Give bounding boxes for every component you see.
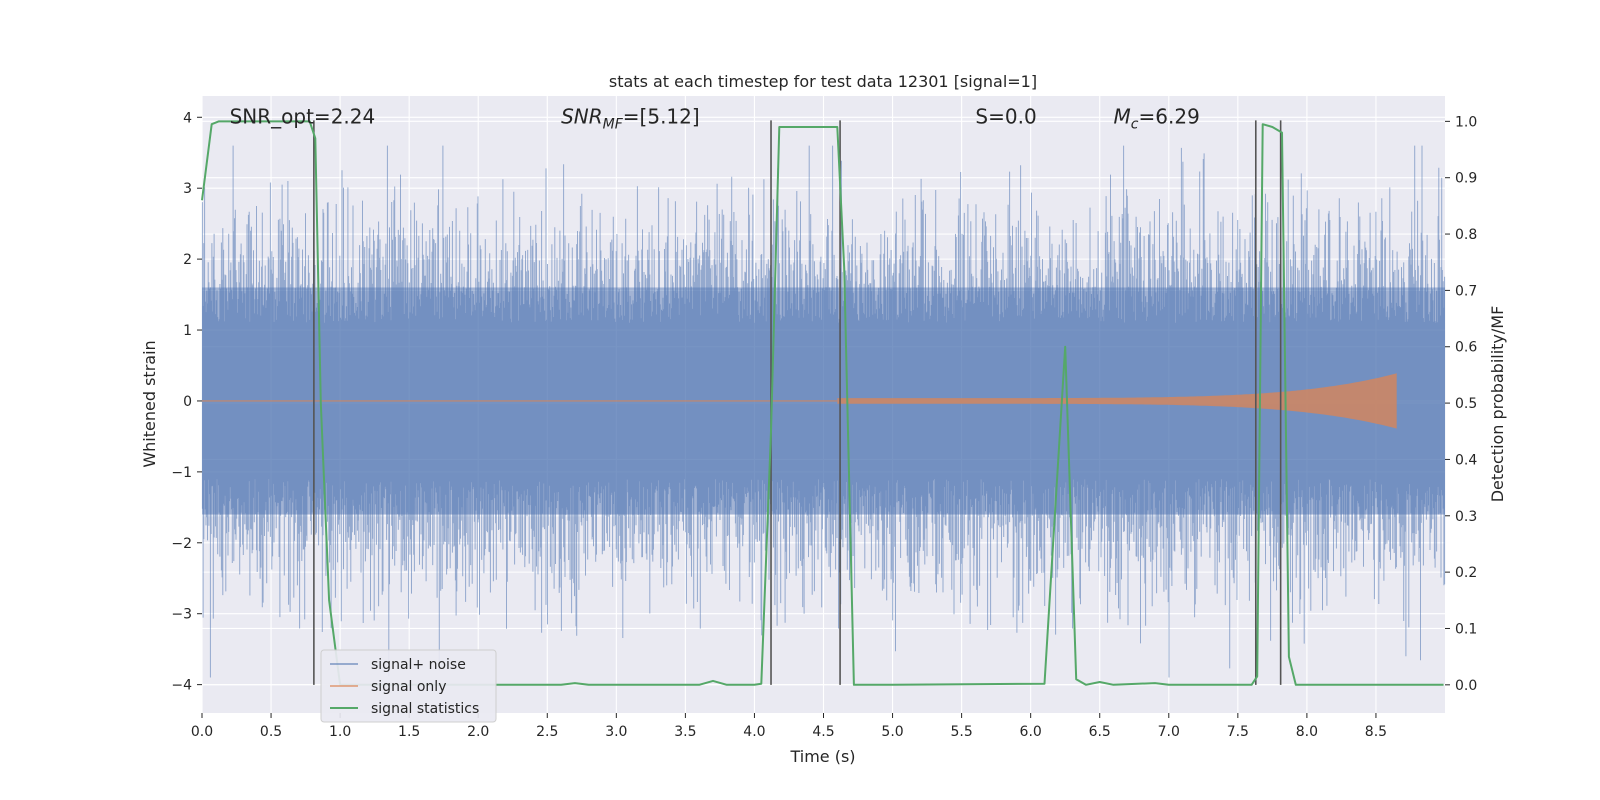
y-right-tick-label: 0.2 (1455, 565, 1477, 581)
annotation-text: Mc=6.29 (1114, 104, 1200, 132)
y-left-tick-label: −3 (171, 607, 192, 623)
x-tick-label: 7.0 (1158, 724, 1180, 740)
x-tick-label: 5.0 (881, 724, 903, 740)
y-left-tick-label: 0 (183, 394, 192, 410)
chart-title: stats at each timestep for test data 123… (609, 72, 1037, 91)
x-tick-label: 3.0 (605, 724, 627, 740)
legend: signal+ noise signal only signal statist… (320, 649, 497, 723)
x-tick-label: 6.5 (1089, 724, 1111, 740)
y-right-tick-label: 0.1 (1455, 621, 1477, 637)
y-left-tick-label: 2 (183, 252, 192, 268)
legend-label-noise: signal+ noise (371, 657, 466, 673)
y-left-tick-label: 4 (183, 110, 192, 126)
x-tick-label: 4.5 (812, 724, 834, 740)
x-tick-label: 1.0 (329, 724, 351, 740)
x-tick-label: 0.0 (191, 724, 213, 740)
x-tick-label: 8.0 (1296, 724, 1318, 740)
ticks: 0.0 0.5 1.0 1.5 2.0 2.5 3.0 3.5 4.0 4.5 5.0 5.5 6.0 6… (171, 110, 1477, 740)
annotation-text: S=0.0 (975, 104, 1036, 128)
y-right-tick-label: 0.6 (1455, 340, 1477, 356)
x-tick-label: 0.5 (260, 724, 282, 740)
x-tick-label: 2.0 (467, 724, 489, 740)
y-right-tick-label: 0.8 (1455, 227, 1477, 243)
y-left-tick-label: −1 (171, 465, 192, 481)
x-tick-label: 8.5 (1365, 724, 1387, 740)
y-left-tick-label: −2 (171, 536, 192, 552)
legend-box (320, 649, 497, 723)
annotation-text: SNRMF=[5.12] (561, 104, 700, 132)
annotations: SNR_opt=2.24 SNRMF=[5.12] S=0.0 Mc=6.29 (230, 104, 1200, 132)
y-right-tick-label: 0.4 (1455, 452, 1477, 468)
signal-chirp (837, 373, 1397, 429)
y-right-tick-label: 0.0 (1455, 678, 1477, 694)
y-right-tick-label: 0.5 (1455, 396, 1477, 412)
y-axis-left-label: Whitened strain (140, 340, 159, 467)
y-right-tick-label: 0.9 (1455, 171, 1477, 187)
y-right-tick-label: 0.7 (1455, 283, 1477, 299)
x-tick-label: 7.5 (1227, 724, 1249, 740)
legend-label-signal: signal only (371, 679, 446, 695)
noise-trace (201, 145, 1446, 678)
x-tick-label: 1.5 (398, 724, 420, 740)
x-tick-label: 5.5 (950, 724, 972, 740)
y-left-tick-label: −4 (171, 678, 192, 694)
x-axis-label: Time (s) (789, 747, 855, 766)
y-right-tick-label: 0.3 (1455, 509, 1477, 525)
y-left-tick-label: 1 (183, 323, 192, 339)
annotation-text: SNR_opt=2.24 (230, 104, 376, 128)
signal-only-series (202, 373, 1397, 429)
x-tick-label: 4.0 (743, 724, 765, 740)
y-axis-right-label: Detection probability/MF (1488, 306, 1507, 503)
y-left-tick-label: 3 (183, 181, 192, 197)
legend-label-stats: signal statistics (371, 701, 479, 717)
y-right-tick-label: 1.0 (1455, 114, 1477, 130)
x-tick-label: 6.0 (1020, 724, 1042, 740)
x-tick-label: 3.5 (674, 724, 696, 740)
vertical-markers (313, 120, 1282, 685)
x-tick-label: 2.5 (536, 724, 558, 740)
